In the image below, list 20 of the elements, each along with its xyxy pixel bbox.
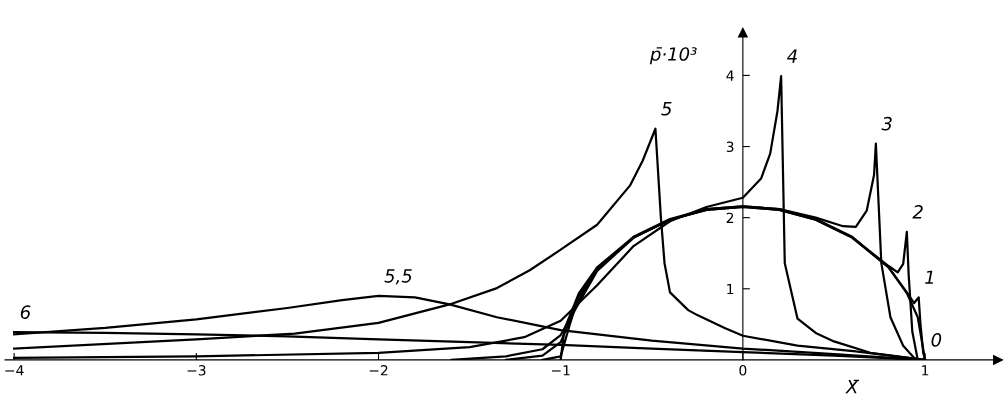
annotation: 0: [931, 333, 942, 347]
annotation: 5: [661, 102, 672, 116]
y-tick-label: 3: [726, 141, 734, 152]
x-axis-title: X̄: [845, 379, 860, 394]
annotation: 6: [20, 305, 31, 319]
annotation: 2: [912, 205, 923, 219]
x-tick-label: −2: [369, 365, 388, 376]
x-tick-label: 0: [739, 365, 747, 376]
annotation: 5,5: [384, 269, 412, 285]
x-tick-label: −4: [5, 365, 24, 376]
annotation: 4: [787, 49, 797, 63]
y-tick-label: 4: [726, 70, 734, 81]
y-tick-label: 2: [726, 212, 734, 223]
x-tick-label: 1: [922, 365, 929, 376]
x-tick-label: −3: [187, 365, 206, 376]
annotation: 3: [881, 116, 892, 131]
y-axis-title: p̄·10³: [649, 47, 697, 65]
annotation: 1: [925, 270, 933, 284]
x-tick-label: −1: [551, 365, 570, 376]
y-tick-label: 1: [727, 283, 734, 295]
